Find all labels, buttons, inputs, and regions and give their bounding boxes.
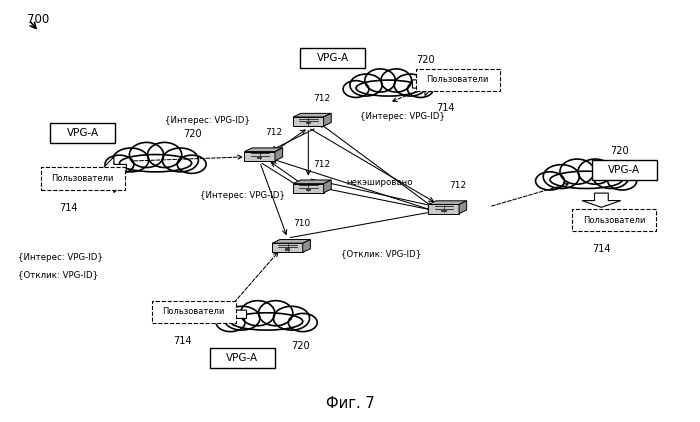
Ellipse shape [593,165,629,189]
FancyBboxPatch shape [210,348,275,368]
Polygon shape [102,169,125,192]
Bar [306,188,311,191]
Bar [285,248,290,251]
Text: 700: 700 [27,13,49,26]
Ellipse shape [543,165,580,189]
Text: Пользователи: Пользователи [582,216,645,225]
Text: 712: 712 [449,181,466,190]
Ellipse shape [130,142,164,168]
Polygon shape [223,303,246,326]
FancyBboxPatch shape [152,300,236,323]
Ellipse shape [608,172,637,190]
Text: Пользователи: Пользователи [162,307,225,316]
Text: 714: 714 [437,103,455,113]
Polygon shape [293,180,331,184]
Text: 720: 720 [183,129,202,139]
Ellipse shape [258,300,293,326]
FancyBboxPatch shape [41,167,125,190]
Ellipse shape [177,155,206,173]
Text: 714: 714 [60,203,78,213]
Polygon shape [244,148,283,151]
Text: 714: 714 [173,336,191,346]
Ellipse shape [578,159,612,184]
Polygon shape [323,180,331,193]
Text: 712: 712 [314,160,331,169]
Ellipse shape [536,172,564,190]
FancyBboxPatch shape [572,209,656,231]
Text: VPG-A: VPG-A [226,353,258,362]
Text: 720: 720 [291,341,309,352]
Text: 710: 710 [293,219,310,228]
Text: Фиг. 7: Фиг. 7 [326,396,374,411]
Ellipse shape [407,81,433,97]
Ellipse shape [241,300,275,326]
Polygon shape [272,243,303,252]
Polygon shape [412,72,436,96]
Text: {Отклик: VPG-ID}: {Отклик: VPG-ID} [341,249,421,258]
Ellipse shape [120,154,192,172]
Polygon shape [293,184,323,193]
Ellipse shape [230,313,303,330]
Polygon shape [293,114,331,117]
Text: {Интерес: VPG-ID}: {Интерес: VPG-ID} [165,116,250,125]
Ellipse shape [113,148,149,172]
Polygon shape [272,240,310,243]
Text: VPG-A: VPG-A [316,53,349,63]
FancyBboxPatch shape [592,160,657,180]
Ellipse shape [224,306,260,330]
Text: VPG-A: VPG-A [66,128,99,138]
Text: 712: 712 [314,94,331,103]
Polygon shape [303,240,310,252]
FancyBboxPatch shape [416,69,500,91]
Text: 714: 714 [592,244,610,254]
Text: 712: 712 [265,128,282,137]
Ellipse shape [288,314,317,332]
Ellipse shape [148,142,182,168]
Ellipse shape [381,69,412,92]
Polygon shape [244,151,275,161]
Text: {Отклик: VPG-ID}: {Отклик: VPG-ID} [18,270,98,279]
Text: Пользователи: Пользователи [52,174,114,183]
Bar [441,209,447,212]
Ellipse shape [560,159,594,184]
FancyBboxPatch shape [300,48,365,68]
Ellipse shape [350,74,382,96]
Ellipse shape [365,69,395,92]
Polygon shape [293,117,323,126]
Ellipse shape [105,155,134,173]
Polygon shape [275,148,283,161]
Ellipse shape [550,171,622,189]
Ellipse shape [343,81,369,97]
Text: 720: 720 [610,146,629,156]
Ellipse shape [356,80,421,96]
Text: VPG-A: VPG-A [608,165,640,175]
Polygon shape [582,193,621,207]
Bar [306,122,311,124]
Text: {Интерес: VPG-ID}: {Интерес: VPG-ID} [200,191,285,200]
Ellipse shape [394,74,426,96]
Polygon shape [323,114,331,126]
Polygon shape [103,157,127,180]
Text: Пользователи: Пользователи [426,75,489,84]
Bar [257,156,262,159]
Polygon shape [428,205,459,214]
Ellipse shape [162,148,198,172]
Text: {Интерес: VPG-ID}: {Интерес: VPG-ID} [18,253,103,262]
Text: {Интерес: VPG-ID}: {Интерес: VPG-ID} [360,111,444,121]
FancyBboxPatch shape [50,123,116,143]
Ellipse shape [216,314,245,332]
Text: 720: 720 [416,55,435,65]
Polygon shape [428,201,467,205]
Polygon shape [459,201,467,214]
Text: некэшировано: некэшировано [346,178,413,187]
Ellipse shape [274,306,309,330]
